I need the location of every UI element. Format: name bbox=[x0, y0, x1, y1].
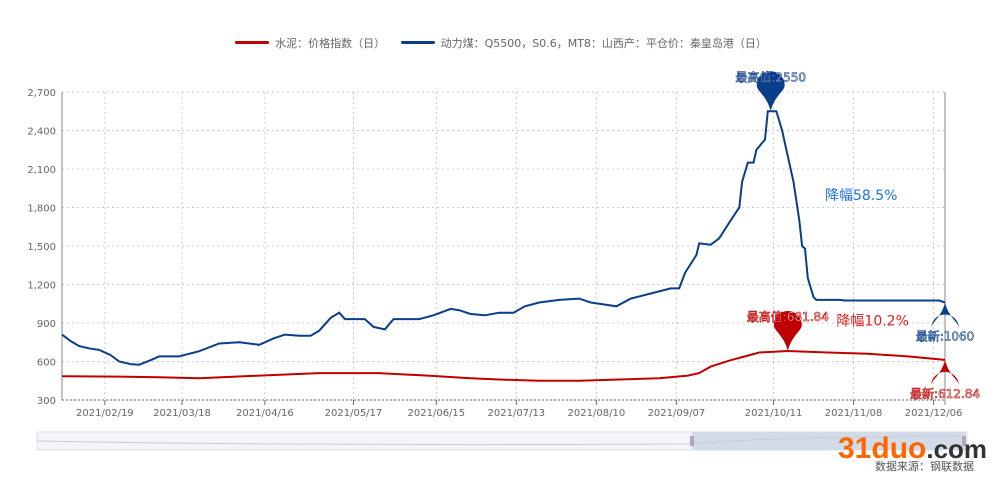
x-tick-label: 2021/09/07 bbox=[648, 408, 706, 419]
y-tick-label: 1,500 bbox=[27, 242, 56, 253]
y-tick-label: 2,400 bbox=[27, 127, 56, 138]
data-zoom-slider[interactable] bbox=[36, 431, 968, 451]
y-tick-label: 600 bbox=[37, 358, 56, 369]
y-tick-label: 2,100 bbox=[27, 165, 56, 176]
slider-preview-line bbox=[36, 435, 967, 446]
coal-drop-annotation: 降幅58.5% bbox=[825, 188, 897, 204]
cement-latest-marker-shape bbox=[931, 359, 959, 386]
y-tick-label: 900 bbox=[37, 319, 56, 330]
y-tick-label: 2,700 bbox=[27, 88, 56, 99]
x-tick-label: 2021/03/18 bbox=[153, 408, 211, 419]
y-tick-label: 300 bbox=[37, 396, 56, 407]
x-tick-label: 2021/06/15 bbox=[408, 408, 466, 419]
legend-item-coal[interactable]: 动力煤：Q5500，S0.6，MT8：山西产：平仓价：秦皇岛港（日） bbox=[400, 35, 767, 51]
cement-drop-annotation: 降幅10.2% bbox=[836, 314, 908, 330]
x-tick-label: 2021/05/17 bbox=[325, 408, 383, 419]
coal-max-marker: 最高值:2550 bbox=[735, 69, 806, 112]
x-tick-label: 2021/07/13 bbox=[488, 408, 546, 419]
cement-max-marker: 最高值:681.84 bbox=[747, 309, 829, 351]
coal-max-marker-label: 最高值:2550 bbox=[735, 69, 806, 84]
slider-handle-right bbox=[962, 436, 966, 446]
cement-latest-marker-label: 最新:612.84 bbox=[910, 386, 980, 401]
cement-max-marker-label: 最高值:681.84 bbox=[747, 309, 829, 324]
slider-handle-left bbox=[690, 436, 694, 446]
coal-latest-marker-label: 最新:1060 bbox=[916, 328, 975, 343]
x-tick-label: 2021/11/08 bbox=[825, 408, 883, 419]
y-tick-label: 1,800 bbox=[27, 204, 56, 215]
x-tick-label: 2021/12/06 bbox=[905, 408, 963, 419]
coal-latest-marker-shape bbox=[931, 302, 959, 329]
cement-max-marker-shape bbox=[773, 310, 802, 351]
x-tick-label: 2021/08/10 bbox=[568, 408, 626, 419]
x-tick-label: 2021/04/16 bbox=[236, 408, 294, 419]
legend: 水泥：价格指数（日） 动力煤：Q5500，S0.6，MT8：山西产：平仓价：秦皇… bbox=[0, 34, 1002, 51]
coal-max-marker-shape bbox=[756, 71, 785, 112]
watermark-logo: 31duo.com bbox=[838, 432, 988, 465]
coal-series-line bbox=[61, 110, 946, 366]
data-source: 数据来源：钢联数据 bbox=[875, 460, 974, 473]
y-tick-label: 1,200 bbox=[27, 281, 56, 292]
coal-latest-marker: 最新:1060 bbox=[915, 302, 975, 344]
legend-item-cement[interactable]: 水泥：价格指数（日） bbox=[235, 35, 385, 51]
cement-latest-marker: 最新:612.84 bbox=[910, 359, 980, 401]
cement-series-line bbox=[61, 349, 946, 382]
x-tick-label: 2021/10/11 bbox=[745, 408, 803, 419]
x-tick-label: 2021/02/19 bbox=[76, 408, 134, 419]
